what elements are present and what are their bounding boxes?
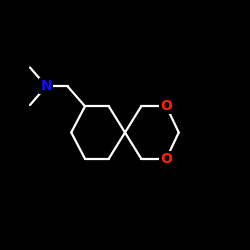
- Text: N: N: [40, 79, 52, 93]
- Text: O: O: [160, 152, 172, 166]
- Text: O: O: [160, 99, 172, 113]
